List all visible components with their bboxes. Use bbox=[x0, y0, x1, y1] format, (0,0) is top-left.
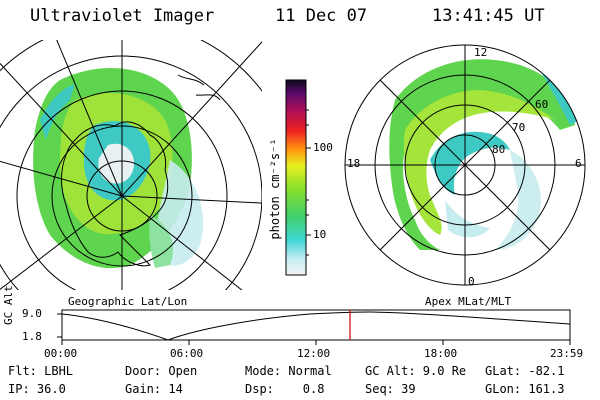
ip-info: IP: 36.0 bbox=[8, 382, 66, 396]
colorbar-tick-100: 100 bbox=[313, 141, 333, 154]
altitude-ytick-high: 9.0 bbox=[22, 307, 42, 320]
mlt-label-6: 6 bbox=[575, 157, 582, 170]
date-label: 11 Dec 07 bbox=[275, 6, 368, 26]
gc-alt-info: GC Alt: 9.0 Re bbox=[365, 364, 467, 378]
instrument-title: Ultraviolet Imager bbox=[30, 6, 215, 26]
altitude-ylabel: GC Alt bbox=[2, 285, 15, 325]
glat-info: GLat: -82.1 bbox=[485, 364, 565, 378]
filter-info: Flt: LBHL bbox=[8, 364, 74, 378]
xtick-1800: 18:00 bbox=[424, 347, 458, 360]
magnetic-grid bbox=[344, 44, 586, 286]
gain-info: Gain: 14 bbox=[125, 382, 183, 396]
mlat-label-60: 60 bbox=[535, 98, 549, 111]
colorbar-unit-label: photon cm⁻²s⁻¹ bbox=[268, 138, 282, 240]
colorbar bbox=[285, 79, 311, 276]
mode-info: Mode: Normal bbox=[245, 364, 332, 378]
door-info: Door: Open bbox=[125, 364, 198, 378]
mlat-label-70: 70 bbox=[512, 121, 526, 134]
altitude-curve bbox=[61, 311, 571, 341]
magnetic-caption: Apex MLat/MLT bbox=[425, 295, 512, 308]
time-label: 13:41:45 UT bbox=[432, 6, 545, 26]
geographic-grid bbox=[0, 40, 262, 290]
magnetic-map bbox=[344, 44, 586, 286]
continent-outline bbox=[61, 121, 169, 267]
xtick-0000: 00:00 bbox=[44, 347, 78, 360]
xtick-1200: 12:00 bbox=[297, 347, 331, 360]
colorbar-tick-10: 10 bbox=[313, 228, 327, 241]
mlat-label-80: 80 bbox=[492, 143, 506, 156]
glon-info: GLon: 161.3 bbox=[485, 382, 565, 396]
mlt-label-0: 0 bbox=[468, 275, 475, 288]
seq-info: Seq: 39 bbox=[365, 382, 416, 396]
mlt-label-12: 12 bbox=[474, 46, 488, 59]
altitude-plot bbox=[57, 309, 571, 345]
xtick-2359: 23:59 bbox=[550, 347, 584, 360]
dsp-info: Dsp: 0.8 bbox=[245, 382, 325, 396]
altitude-ytick-low: 1.8 bbox=[22, 330, 42, 343]
xtick-0600: 06:00 bbox=[170, 347, 204, 360]
geographic-caption: Geographic Lat/Lon bbox=[68, 295, 188, 308]
geographic-map bbox=[0, 40, 262, 290]
mlt-label-18: 18 bbox=[347, 157, 361, 170]
